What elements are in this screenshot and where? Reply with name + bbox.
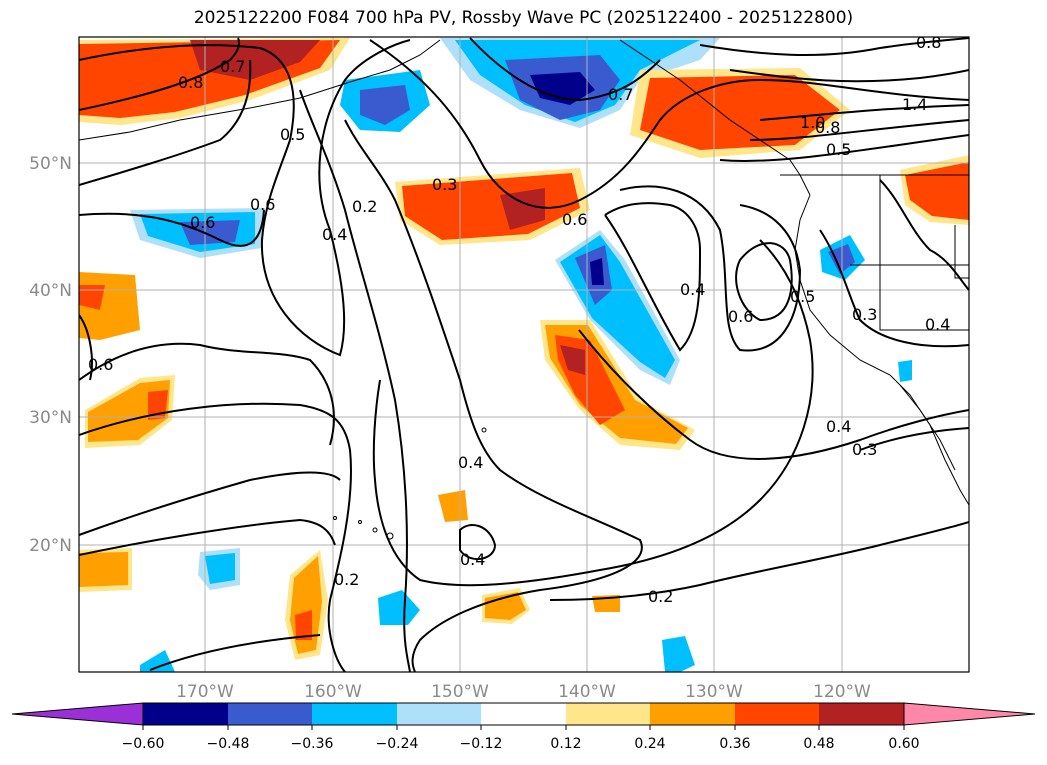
colorbar-extend-max — [903, 702, 1036, 726]
colorbar: −0.60 −0.48 −0.36 −0.24 −0.12 0.12 0.24 … — [11, 702, 1036, 752]
contour-label: 1.0 — [800, 113, 825, 132]
contour-label: 0.6 — [728, 307, 753, 326]
lon-label-130w: 130°W — [685, 682, 743, 702]
pv-contours — [79, 37, 969, 672]
colorbar-segment — [819, 703, 904, 725]
colorbar-tick: 0.24 — [634, 736, 665, 752]
contour-label: 0.8 — [815, 118, 840, 137]
colorbar-tick: 0.36 — [719, 736, 750, 752]
pv-shading — [79, 38, 969, 672]
longitude-labels: 170°W 160°W 150°W 140°W 130°W 120°W — [176, 682, 871, 702]
contour-label: 0.7 — [220, 57, 245, 76]
colorbar-extend-min — [11, 702, 144, 726]
lat-label-20n: 20°N — [29, 536, 72, 556]
colorbar-segment — [735, 703, 819, 725]
contour-label: 0.3 — [852, 305, 877, 324]
colorbar-tick: −0.24 — [376, 736, 419, 752]
contour-label: 0.7 — [608, 85, 633, 104]
colorbar-segment — [650, 703, 735, 725]
lon-label-140w: 140°W — [558, 682, 616, 702]
colorbar-segment — [143, 703, 228, 725]
colorbar-tick: 0.12 — [550, 736, 581, 752]
contour-label: 0.5 — [790, 287, 815, 306]
lon-label-170w: 170°W — [176, 682, 234, 702]
colorbar-tick: −0.36 — [291, 736, 334, 752]
colorbar-segment — [481, 703, 566, 725]
contour-label: 0.2 — [352, 197, 377, 216]
contour-label: 0.6 — [562, 210, 587, 229]
colorbar-segment — [397, 703, 481, 725]
contour-label: 0.8 — [916, 33, 941, 52]
lon-label-150w: 150°W — [431, 682, 489, 702]
contour-label: 0.3 — [852, 440, 877, 459]
contour-label: 1.4 — [902, 95, 927, 114]
contour-label: 0.8 — [178, 73, 203, 92]
colorbar-frame — [142, 702, 905, 726]
contour-label: 0.5 — [826, 140, 851, 159]
lat-label-50n: 50°N — [29, 154, 72, 174]
contour-label: 0.4 — [826, 417, 851, 436]
colorbar-tick: −0.12 — [460, 736, 503, 752]
contour-labels: 0.8 0.7 0.5 0.3 0.2 0.4 0.6 0.7 1.0 0.8 … — [88, 33, 950, 606]
contour-label: 0.5 — [280, 125, 305, 144]
colorbar-segment — [566, 703, 650, 725]
lon-label-160w: 160°W — [304, 682, 362, 702]
contour-label: 0.4 — [460, 550, 485, 569]
latitude-labels: 50°N 40°N 30°N 20°N — [29, 154, 72, 556]
colorbar-tick: 0.48 — [803, 736, 834, 752]
contour-label: 0.4 — [458, 453, 483, 472]
contour-label: 0.4 — [925, 315, 950, 334]
colorbar-tick: −0.48 — [207, 736, 250, 752]
contour-label: 0.4 — [322, 225, 347, 244]
lat-label-30n: 30°N — [29, 408, 72, 428]
map-frame — [78, 36, 970, 673]
contour-label: 0.2 — [334, 570, 359, 589]
contour-label: 0.2 — [648, 587, 673, 606]
colorbar-tick: −0.60 — [122, 736, 165, 752]
contour-label: 0.6 — [190, 213, 215, 232]
colorbar-tick: 0.60 — [888, 736, 919, 752]
colorbar-segment — [312, 703, 397, 725]
contour-label: 0.6 — [250, 195, 275, 214]
contour-label: 0.6 — [88, 355, 113, 374]
contour-label: 0.3 — [432, 175, 457, 194]
graticule — [79, 37, 969, 672]
colorbar-segment — [228, 703, 312, 725]
lat-label-40n: 40°N — [29, 281, 72, 301]
lon-label-120w: 120°W — [813, 682, 871, 702]
contour-label: 0.4 — [680, 280, 705, 299]
map-title: 2025122200 F084 700 hPa PV, Rossby Wave … — [193, 8, 854, 28]
